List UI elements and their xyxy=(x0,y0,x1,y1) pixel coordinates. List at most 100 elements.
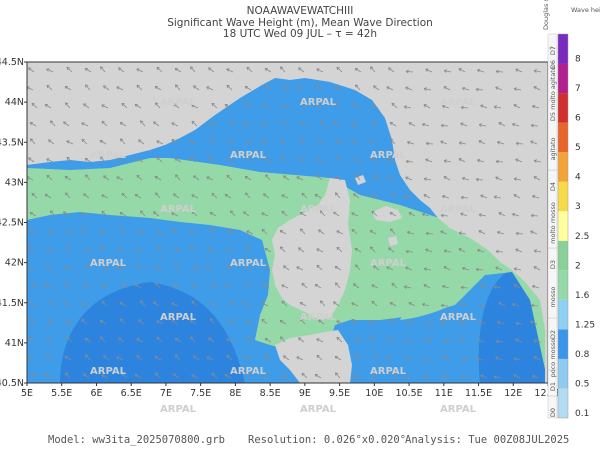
wave-arrow xyxy=(316,68,324,73)
wave-arrow xyxy=(83,283,90,289)
wave-arrow xyxy=(171,228,178,235)
wave-arrow xyxy=(407,320,415,325)
wave-arrow xyxy=(244,175,252,181)
wave-arrow xyxy=(530,303,539,308)
wave-arrow xyxy=(355,84,361,91)
wave-arrow xyxy=(175,174,181,181)
x-axis-tick-label: 6E xyxy=(90,388,102,399)
wave-arrow xyxy=(281,374,289,379)
legend-colorbar-frame xyxy=(557,33,569,419)
wave-arrow xyxy=(224,193,232,199)
wave-arrow xyxy=(336,320,344,325)
wave-arrow xyxy=(81,212,89,217)
wave-arrow xyxy=(174,67,182,73)
wave-arrow xyxy=(28,157,35,163)
wave-arrow xyxy=(120,228,126,235)
wave-arrow xyxy=(320,210,326,217)
wave-arrow xyxy=(134,283,142,289)
wave-arrow xyxy=(84,247,92,253)
wave-arrow xyxy=(100,66,106,73)
wave-arrow xyxy=(46,68,54,73)
wave-arrow xyxy=(83,373,90,379)
wave-arrow xyxy=(458,231,467,235)
wave-arrow xyxy=(261,302,269,307)
watermark: ARPAL xyxy=(300,97,337,108)
legend-height-label: 3 xyxy=(575,202,581,212)
wave-arrow xyxy=(29,211,37,217)
wave-arrow xyxy=(134,193,142,199)
wave-arrow xyxy=(208,67,215,73)
wave-arrow xyxy=(210,138,216,145)
wave-arrow xyxy=(301,192,308,199)
wave-arrow xyxy=(173,283,180,289)
wave-arrow xyxy=(136,264,143,271)
wave-arrow xyxy=(31,192,38,199)
wave-arrow xyxy=(353,193,360,199)
wave-direction-arrows xyxy=(27,66,542,380)
wave-arrow xyxy=(316,338,324,343)
legend-height-label: 0.8 xyxy=(575,350,590,360)
wave-arrow xyxy=(425,141,434,146)
wave-arrow xyxy=(171,138,178,145)
wave-arrow xyxy=(171,212,179,217)
wave-arrow xyxy=(355,174,361,181)
wave-arrow xyxy=(189,319,197,325)
wave-arrow xyxy=(63,301,70,307)
wave-arrow xyxy=(226,264,233,271)
legend-colorbar xyxy=(557,33,569,419)
wave-arrow xyxy=(264,337,272,343)
wave-arrow xyxy=(389,121,397,127)
wave-arrow xyxy=(443,69,452,73)
wave-arrow xyxy=(530,123,539,128)
wave-arrow xyxy=(156,230,164,235)
watermark: ARPAL xyxy=(440,204,477,215)
wave-arrow xyxy=(46,354,53,361)
wave-arrow xyxy=(265,264,271,271)
wave-arrow xyxy=(191,120,198,127)
wave-arrow xyxy=(423,267,432,271)
wave-arrow xyxy=(460,195,469,200)
wave-arrow xyxy=(300,318,306,325)
wave-arrow xyxy=(478,140,486,145)
watermark: ARPAL xyxy=(230,366,267,377)
wave-arrow xyxy=(316,354,323,361)
land-elba xyxy=(372,206,402,222)
wave-arrow xyxy=(44,193,52,199)
wave-arrow xyxy=(460,122,468,127)
wave-arrow xyxy=(513,284,521,289)
wave-arrow xyxy=(532,104,540,109)
wave-arrow xyxy=(443,176,451,181)
wave-arrow xyxy=(191,300,198,307)
douglas-word: agitato xyxy=(549,137,557,160)
watermark: ARPAL xyxy=(160,97,197,108)
wave-arrow xyxy=(314,373,322,379)
wave-arrow xyxy=(101,374,109,379)
wave-arrow xyxy=(515,141,524,146)
wave-arrow xyxy=(320,300,326,307)
x-axis-tick-label: 6.5E xyxy=(121,388,142,399)
wave-arrow xyxy=(403,195,412,199)
wave-arrow xyxy=(405,86,413,91)
wave-arrow xyxy=(353,373,360,379)
legend-color-band xyxy=(558,122,568,153)
wave-arrow xyxy=(373,175,380,181)
wave-arrow xyxy=(351,122,359,127)
wave-arrow xyxy=(533,86,541,91)
wave-arrow xyxy=(405,249,414,254)
wave-arrow xyxy=(425,231,434,236)
wave-arrow xyxy=(443,266,451,271)
wave-arrow xyxy=(316,158,324,163)
wave-arrow xyxy=(103,175,110,181)
wave-arrow xyxy=(495,339,504,344)
wave-arrow xyxy=(442,284,450,289)
wave-arrow xyxy=(261,122,269,127)
wave-arrow xyxy=(154,355,162,361)
wave-arrow xyxy=(408,122,416,127)
wave-arrow xyxy=(30,318,36,325)
wave-arrow xyxy=(513,374,521,379)
wave-arrow xyxy=(281,284,289,289)
wave-arrow xyxy=(532,374,540,379)
douglas-level: D4 xyxy=(549,182,557,191)
wave-arrow xyxy=(512,302,520,307)
